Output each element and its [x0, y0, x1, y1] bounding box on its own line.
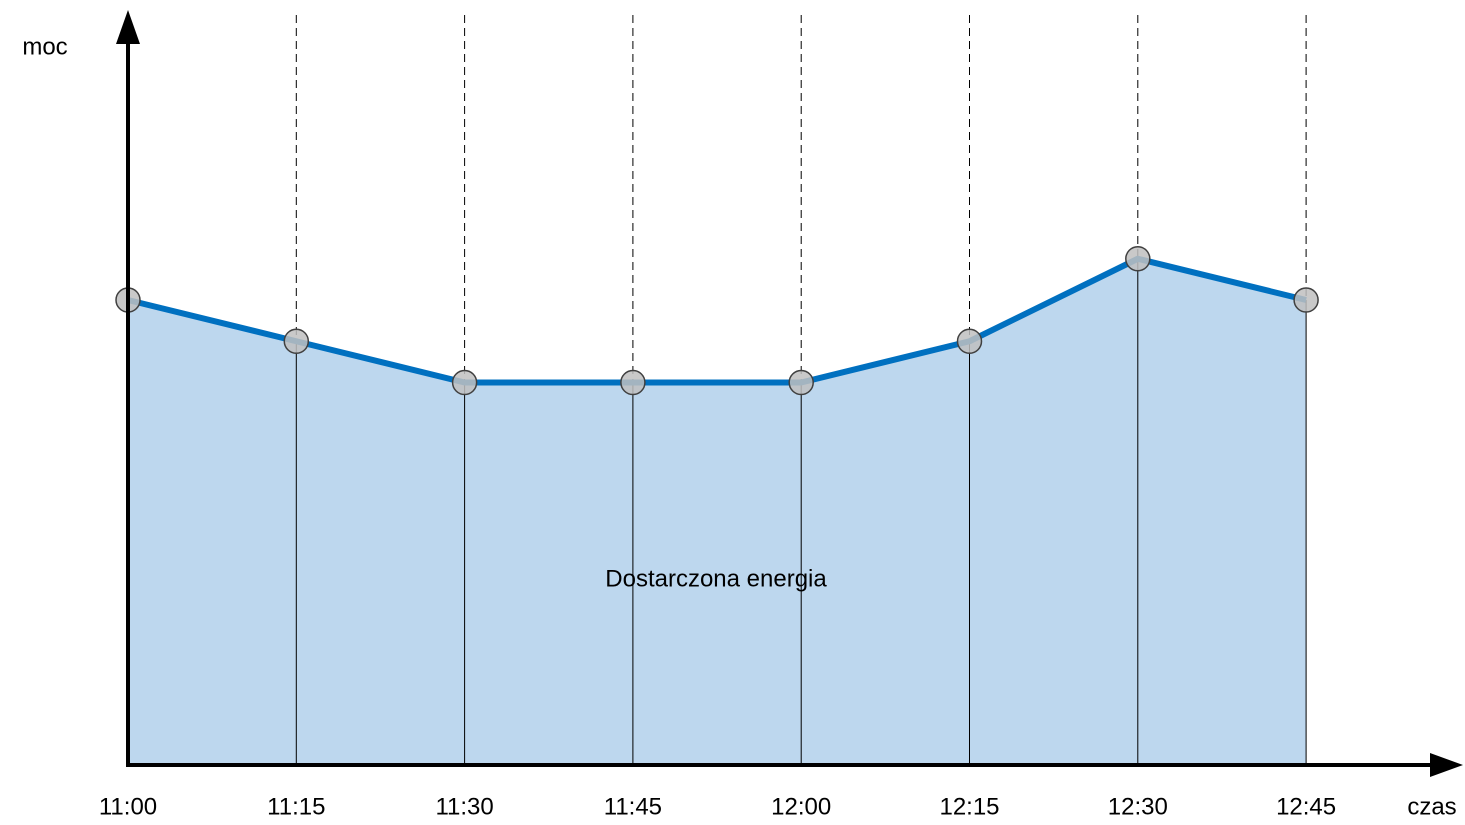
x-tick-label: 11:15: [267, 793, 325, 820]
plot-area: [115, 15, 1319, 765]
marker: [451, 369, 478, 396]
marker: [620, 369, 646, 396]
x-tick-label: 12:45: [1276, 793, 1336, 820]
x-axis-arrow: [1430, 753, 1463, 777]
x-tick-label: 12:00: [771, 793, 831, 820]
marker: [788, 369, 814, 396]
y-axis-label: moc: [22, 33, 67, 60]
marker: [1125, 246, 1151, 272]
marker: [1293, 287, 1319, 313]
x-tick-label: 11:00: [99, 793, 157, 820]
line: [127, 255, 1307, 386]
y-axis-arrow: [116, 10, 140, 44]
x-tick-label: 11:30: [435, 793, 493, 820]
marker: [956, 328, 983, 354]
annotation: Dostarczona energia: [605, 565, 827, 592]
area: [128, 258, 1307, 765]
x-tick-label: 12:15: [939, 793, 999, 820]
marker: [283, 328, 310, 354]
x-axis-label: czas: [1407, 793, 1456, 820]
x-tick-label: 11:45: [604, 793, 662, 820]
x-tick-label: 12:30: [1108, 793, 1168, 820]
